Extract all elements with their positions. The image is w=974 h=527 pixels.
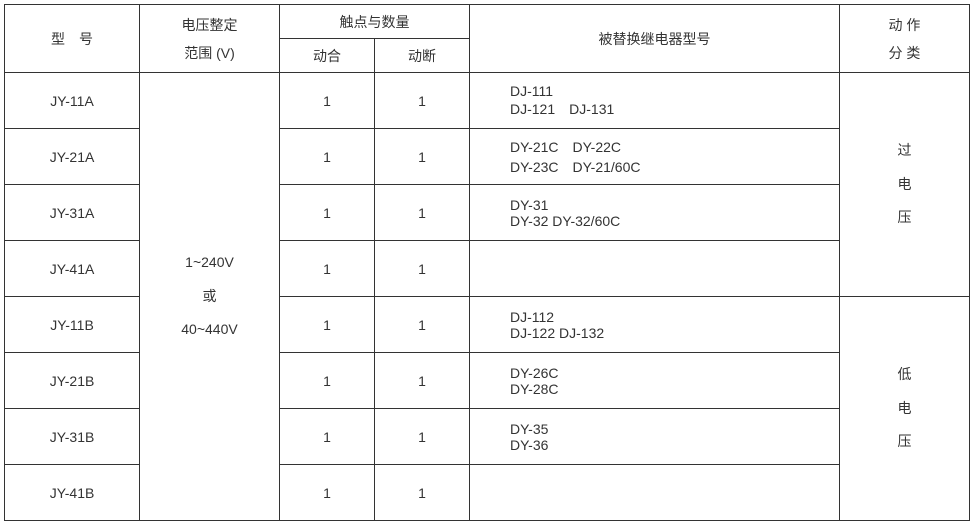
header-contact-open: 动断 <box>375 39 470 73</box>
header-model: 型 号 <box>5 5 140 73</box>
cell-contact-close: 1 <box>280 409 375 465</box>
header-action-type-l1: 动 作 <box>848 15 961 35</box>
cell-contact-open: 1 <box>375 409 470 465</box>
cell-contact-close: 1 <box>280 73 375 129</box>
table-row: JY-11A 1~240V 或 40~440V 1 1 DJ-111 DJ-12… <box>5 73 970 129</box>
cell-contact-close: 1 <box>280 297 375 353</box>
cell-contact-open: 1 <box>375 73 470 129</box>
cell-replaced: DY-31 DY-32 DY-32/60C <box>470 185 840 241</box>
replaced-line2: DY-32 DY-32/60C <box>510 213 831 229</box>
cell-replaced: DJ-112 DJ-122 DJ-132 <box>470 297 840 353</box>
header-action-type-l2: 分 类 <box>848 43 961 63</box>
cell-action-under: 低 电 压 <box>840 297 970 521</box>
cell-contact-open: 1 <box>375 465 470 521</box>
cell-replaced: DY-21C DY-22C DY-23C DY-21/60C <box>470 129 840 185</box>
cell-replaced: DJ-111 DJ-121 DJ-131 <box>470 73 840 129</box>
cell-model: JY-41A <box>5 241 140 297</box>
replaced-line2: DJ-122 DJ-132 <box>510 325 831 341</box>
action-under-l2: 电 <box>848 392 961 426</box>
cell-replaced <box>470 241 840 297</box>
cell-contact-open: 1 <box>375 297 470 353</box>
voltage-range-line2: 或 <box>148 280 271 314</box>
cell-replaced: DY-35 DY-36 <box>470 409 840 465</box>
cell-model: JY-31B <box>5 409 140 465</box>
replaced-line2: DJ-121 DJ-131 <box>510 99 831 119</box>
cell-contact-open: 1 <box>375 185 470 241</box>
action-under-l1: 低 <box>848 358 961 392</box>
header-action-type: 动 作 分 类 <box>840 5 970 73</box>
cell-contact-close: 1 <box>280 353 375 409</box>
header-contact-close: 动合 <box>280 39 375 73</box>
action-over-l3: 压 <box>848 201 961 235</box>
cell-contact-close: 1 <box>280 465 375 521</box>
header-voltage-range-l2: 范围 (V) <box>148 43 271 63</box>
header-replaced-model: 被替换继电器型号 <box>470 5 840 73</box>
voltage-range-line1: 1~240V <box>148 246 271 280</box>
cell-replaced <box>470 465 840 521</box>
header-voltage-range: 电压整定 范围 (V) <box>140 5 280 73</box>
replaced-line1: DY-31 <box>510 197 831 213</box>
cell-replaced: DY-26C DY-28C <box>470 353 840 409</box>
cell-contact-open: 1 <box>375 353 470 409</box>
header-contact-qty: 触点与数量 <box>280 5 470 39</box>
cell-voltage-range: 1~240V 或 40~440V <box>140 73 280 521</box>
replaced-line2: DY-23C DY-21/60C <box>510 157 831 177</box>
action-over-l2: 电 <box>848 168 961 202</box>
cell-contact-open: 1 <box>375 129 470 185</box>
replaced-line1: DY-21C DY-22C <box>510 137 831 157</box>
replaced-line2: DY-36 <box>510 437 831 453</box>
replaced-line2: DY-28C <box>510 381 831 397</box>
cell-contact-close: 1 <box>280 185 375 241</box>
cell-model: JY-21B <box>5 353 140 409</box>
voltage-range-line3: 40~440V <box>148 313 271 347</box>
replaced-line1: DY-35 <box>510 421 831 437</box>
header-voltage-range-l1: 电压整定 <box>148 15 271 35</box>
cell-contact-close: 1 <box>280 129 375 185</box>
cell-action-over: 过 电 压 <box>840 73 970 297</box>
cell-model: JY-31A <box>5 185 140 241</box>
cell-model: JY-21A <box>5 129 140 185</box>
cell-model: JY-11B <box>5 297 140 353</box>
action-under-l3: 压 <box>848 425 961 459</box>
cell-contact-close: 1 <box>280 241 375 297</box>
cell-model: JY-41B <box>5 465 140 521</box>
replaced-line1: DJ-111 <box>510 83 831 99</box>
cell-contact-open: 1 <box>375 241 470 297</box>
replaced-line1: DY-26C <box>510 365 831 381</box>
cell-model: JY-11A <box>5 73 140 129</box>
action-over-l1: 过 <box>848 134 961 168</box>
replaced-line1: DJ-112 <box>510 309 831 325</box>
relay-spec-table: 型 号 电压整定 范围 (V) 触点与数量 被替换继电器型号 动 作 分 类 动… <box>4 4 970 521</box>
